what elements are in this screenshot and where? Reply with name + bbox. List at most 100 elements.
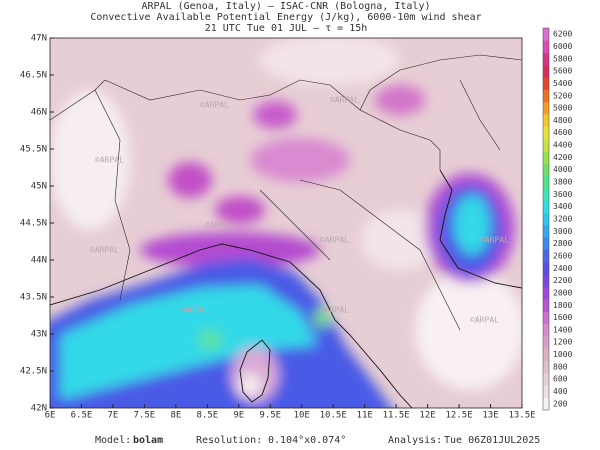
lon-label: 13.5E [508, 411, 535, 421]
lon-label: 6E [45, 411, 56, 421]
colorbar-swatch [543, 212, 549, 226]
colorbar-swatch [543, 225, 549, 238]
colorbar-swatch [543, 175, 549, 189]
colorbar-swatch [543, 138, 549, 152]
watermark: ©ARPAL [320, 306, 349, 315]
watermark: ©ARPAL [470, 316, 499, 325]
lon-label: 12.5E [446, 411, 473, 421]
lat-label: 42.5N [20, 367, 47, 377]
colorbar-label: 4800 [553, 116, 572, 125]
watermark: ©ARPAL [330, 96, 359, 105]
colorbar-label: 3600 [553, 190, 572, 199]
colorbar-swatch [543, 89, 549, 103]
watermark: ©ARPAL [180, 306, 209, 315]
lon-label: 10.5E [320, 411, 347, 421]
colorbar-label: 6200 [553, 30, 572, 39]
colorbar-label: 200 [553, 399, 568, 408]
footer-label: Analysis: [388, 435, 442, 446]
colorbar-label: 4600 [553, 128, 572, 137]
watermark: ©ARPAL [90, 246, 119, 255]
lon-label: 6.5E [71, 411, 93, 421]
colorbar-label: 4400 [553, 141, 572, 150]
colorbar-swatch [543, 200, 549, 214]
colorbar-swatch [543, 323, 549, 337]
watermark: ©ARPAL [95, 156, 124, 165]
colorbar-label: 2000 [553, 288, 572, 297]
lat-label: 47N [31, 34, 47, 44]
colorbar-label: 5200 [553, 91, 572, 100]
header-line: Convective Available Potential Energy (J… [90, 12, 481, 23]
colorbar-swatch [543, 274, 549, 288]
colorbar-label: 5000 [553, 104, 572, 113]
colorbar-swatch [543, 385, 549, 398]
colorbar-label: 4000 [553, 165, 572, 174]
colorbar-label: 2200 [553, 276, 572, 285]
colorbar-swatch [543, 188, 549, 201]
colorbar-swatch [543, 373, 549, 386]
colorbar-swatch [543, 348, 549, 362]
footer-value: Tue 06Z01JUL2025 [444, 435, 540, 446]
header-line: ARPAL (Genoa, Italy) – ISAC-CNR (Bologna… [142, 1, 431, 12]
colorbar-swatch [543, 101, 549, 115]
lon-label: 8E [170, 411, 181, 421]
lat-label: 42N [31, 404, 47, 414]
colorbar-label: 3200 [553, 215, 572, 224]
colorbar-swatch [543, 28, 549, 41]
map: ©ARPAL ©ARPAL ©ARPAL ©ARPAL ©ARPAL ©ARPAL ©ARP… [50, 38, 522, 408]
lon-label: 13E [482, 411, 498, 421]
colorbar-label: 600 [553, 375, 568, 384]
lat-label: 45N [31, 182, 47, 192]
lat-label: 46N [31, 108, 47, 118]
watermark: ©ARPAL [320, 236, 349, 245]
colorbar-swatch [543, 52, 549, 66]
colorbar-label: 400 [553, 387, 568, 396]
lat-label: 46.5N [20, 71, 47, 81]
colorbar-label: 3000 [553, 227, 572, 236]
colorbar-label: 3800 [553, 178, 572, 187]
colorbar-label: 1800 [553, 301, 572, 310]
colorbar-swatch [543, 336, 549, 349]
colorbar-frame [542, 27, 550, 411]
colorbar-label: 5600 [553, 67, 572, 76]
colorbar-label: 1000 [553, 350, 572, 359]
colorbar-label: 1200 [553, 338, 572, 347]
lat-label: 43.5N [20, 293, 47, 303]
colorbar-swatch [543, 77, 549, 90]
colorbar-label: 5400 [553, 79, 572, 88]
watermark: ©ARPAL [205, 221, 234, 230]
lon-label: 8.5E [196, 411, 218, 421]
colorbar-swatch [543, 249, 549, 263]
colorbar-label: 2400 [553, 264, 572, 273]
colorbar-label: 2800 [553, 239, 572, 248]
lon-label: 11E [357, 411, 373, 421]
lon-label: 7E [108, 411, 119, 421]
colorbar-swatch [543, 360, 549, 374]
colorbar-swatch [543, 151, 549, 164]
colorbar-label: 4200 [553, 153, 572, 162]
lon-label: 10E [294, 411, 310, 421]
footer-value: bolam [133, 435, 163, 446]
lon-label: 7.5E [134, 411, 156, 421]
colorbar-swatch [543, 311, 549, 325]
header-line: 21 UTC Tue 01 JUL – τ = 15h [205, 23, 368, 34]
lon-label: 12E [419, 411, 435, 421]
colorbar-label: 1600 [553, 313, 572, 322]
colorbar-swatch [543, 299, 549, 312]
colorbar-swatch [543, 237, 549, 251]
colorbar-label: 1400 [553, 325, 572, 334]
colorbar-swatch [543, 397, 549, 411]
colorbar-swatch [543, 40, 549, 53]
watermark: ©ARPAL [480, 236, 509, 245]
colorbar-swatch [543, 262, 549, 275]
lon-label: 9E [233, 411, 244, 421]
lon-label: 9.5E [259, 411, 281, 421]
lat-label: 44.5N [20, 219, 47, 229]
lat-label: 43N [31, 330, 47, 340]
colorbar-swatch [543, 126, 549, 140]
colorbar-label: 6000 [553, 42, 572, 51]
colorbar-swatch [543, 286, 549, 300]
colorbar-label: 5800 [553, 54, 572, 63]
lon-label: 11.5E [383, 411, 410, 421]
colorbar-label: 3400 [553, 202, 572, 211]
